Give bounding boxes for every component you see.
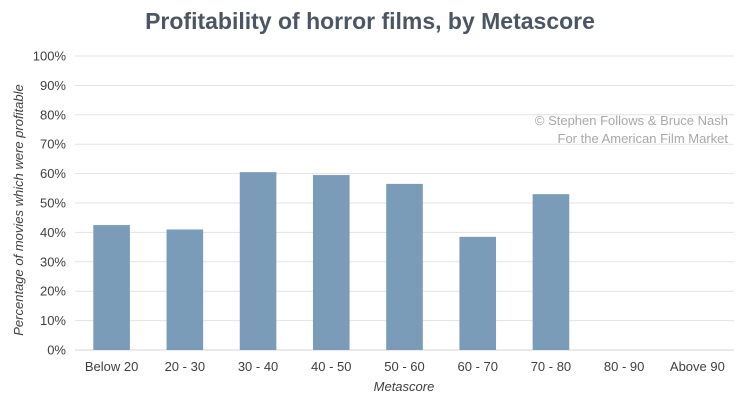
x-tick-label: 20 - 30 xyxy=(165,359,205,374)
x-tick-label: 40 - 50 xyxy=(311,359,351,374)
y-axis-title: Percentage of movies which were profitab… xyxy=(11,84,26,335)
y-tick-label: 40% xyxy=(40,225,66,240)
bar xyxy=(386,183,423,350)
x-axis-ticks: Below 20 20 - 30 30 - 40 40 - 50 50 - 60 60 -… xyxy=(85,359,725,374)
y-tick-label: 80% xyxy=(40,107,66,122)
credit-line-1: © Stephen Follows & Bruce Nash xyxy=(535,113,728,128)
bar xyxy=(239,172,277,350)
y-tick-label: 50% xyxy=(40,196,66,211)
y-tick-label: 60% xyxy=(40,166,66,181)
x-tick-label: 80 - 90 xyxy=(604,359,644,374)
y-tick-label: 100% xyxy=(33,49,67,64)
bar xyxy=(93,225,130,350)
x-tick-label: Above 90 xyxy=(670,359,725,374)
bar xyxy=(312,175,350,350)
y-tick-label: 70% xyxy=(40,137,66,152)
bar xyxy=(532,194,570,350)
y-axis-ticks: 0% 10% 20% 30% 40% 50% 60% 70% 80% 90% 100% xyxy=(33,49,67,358)
x-tick-label: 60 - 70 xyxy=(457,359,497,374)
y-tick-label: 30% xyxy=(40,254,66,269)
x-tick-label: 30 - 40 xyxy=(238,359,278,374)
bar xyxy=(166,229,204,350)
y-tick-label: 90% xyxy=(40,78,66,93)
x-tick-label: 50 - 60 xyxy=(384,359,424,374)
y-tick-label: 20% xyxy=(40,284,66,299)
x-tick-label: 70 - 80 xyxy=(531,359,571,374)
x-axis-title: Metascore xyxy=(374,379,435,394)
bars xyxy=(93,172,570,350)
credit-line-2: For the American Film Market xyxy=(558,131,729,146)
y-tick-label: 0% xyxy=(47,343,66,358)
bar xyxy=(459,236,497,350)
chart-title: Profitability of horror films, by Metasc… xyxy=(145,8,595,34)
y-tick-label: 10% xyxy=(40,313,66,328)
x-tick-label: Below 20 xyxy=(85,359,138,374)
